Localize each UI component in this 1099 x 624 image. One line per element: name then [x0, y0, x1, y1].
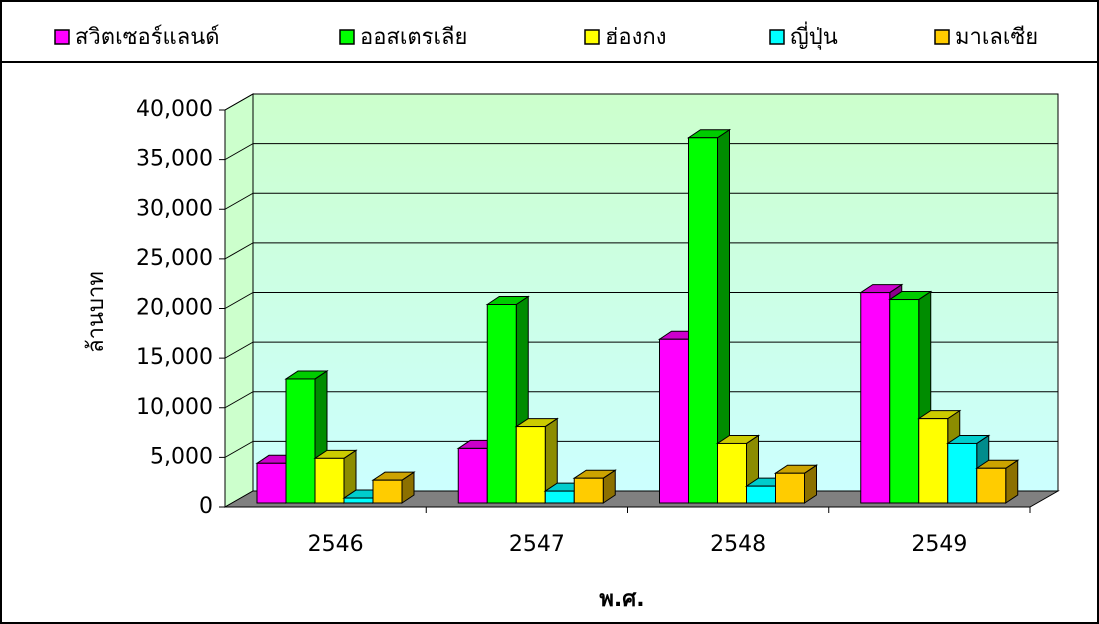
bar [977, 460, 1018, 503]
bar-front [890, 300, 919, 503]
legend-label: สวิตเซอร์แลนด์ [75, 25, 220, 50]
bar-front [458, 448, 487, 503]
bar-front [373, 480, 402, 503]
legend-swatch [935, 30, 949, 44]
bar-front [861, 293, 890, 503]
bar [373, 472, 414, 503]
y-tick-label: 30,000 [136, 196, 213, 221]
bar-front [516, 427, 545, 503]
legend-swatch [770, 30, 784, 44]
x-tick-label: 2546 [308, 532, 364, 557]
y-tick-label: 25,000 [136, 246, 213, 271]
bar-front [948, 443, 977, 503]
y-tick-label: 35,000 [136, 147, 213, 172]
y-tick-label: 15,000 [136, 345, 213, 370]
y-tick-label: 5,000 [150, 444, 213, 469]
bar-front [977, 468, 1006, 503]
legend-label: ออสเตรเลีย [360, 25, 467, 50]
y-tick-label: 10,000 [136, 395, 213, 420]
bar-front [545, 491, 574, 503]
bar-front [747, 486, 776, 503]
bar [776, 465, 817, 503]
x-tick-label: 2549 [911, 532, 967, 557]
chart: ล้านบาท พ.ศ. 0 5,000 10,000 15,000 20,000 25,… [0, 0, 1099, 624]
y-tick-label: 40,000 [136, 97, 213, 122]
legend-label: มาเลเซีย [955, 25, 1038, 50]
bar-front [776, 473, 805, 503]
bar-front [689, 138, 718, 503]
legend-swatch [585, 30, 599, 44]
legend-swatch [55, 30, 69, 44]
x-tick-label: 2548 [710, 532, 766, 557]
bar-front [344, 498, 373, 503]
legend-label: ฮ่องกง [605, 25, 666, 50]
legend-label: ญี่ปุ่น [790, 21, 838, 50]
bar-front [574, 478, 603, 503]
bar-front [315, 458, 344, 503]
bar-front [919, 419, 948, 503]
bar-front [660, 339, 689, 503]
y-tick-label: 0 [199, 494, 213, 519]
bar-front [257, 463, 286, 503]
x-axis-title: พ.ศ. [599, 587, 644, 612]
y-axis-title: ล้านบาท [84, 271, 109, 353]
legend-swatch [340, 30, 354, 44]
y-tick-label: 20,000 [136, 296, 213, 321]
bar-front [487, 305, 516, 504]
bar [574, 470, 615, 503]
bar-front [286, 379, 315, 503]
bar-front [718, 443, 747, 503]
x-tick-label: 2547 [509, 532, 565, 557]
